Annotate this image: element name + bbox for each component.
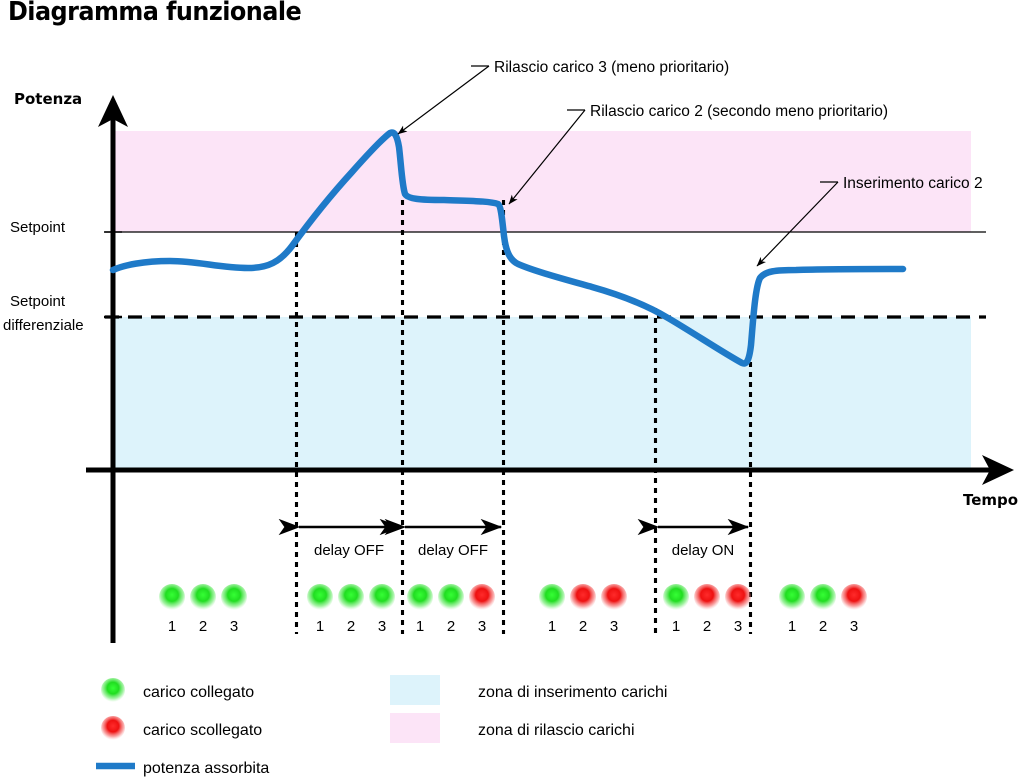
annotation-leader-1 <box>397 65 490 135</box>
load-number: 3 <box>850 618 858 635</box>
setpoint-label: Setpoint <box>10 219 66 236</box>
load-dot-on <box>438 584 464 610</box>
legend-label-carico-scollegato: carico scollegato <box>143 722 262 739</box>
load-dot-on <box>159 584 185 610</box>
load-dot-on <box>539 584 565 610</box>
x-axis-label: Tempo <box>963 491 1018 509</box>
load-group-4: 1 2 3 <box>539 584 627 635</box>
load-number: 3 <box>230 618 238 635</box>
load-dot-off <box>694 584 720 610</box>
load-group-5: 1 2 3 <box>663 584 751 635</box>
annotation-leader-2 <box>508 109 586 205</box>
delay-label-3: delay ON <box>672 542 735 559</box>
legend-label-potenza-assorbita: potenza assorbita <box>143 760 269 777</box>
load-dot-on <box>810 584 836 610</box>
y-axis-label: Potenza <box>14 90 82 108</box>
power-curve <box>109 129 907 367</box>
load-dot-off <box>601 584 627 610</box>
page-title: Diagramma funzionale <box>8 0 302 27</box>
load-dot-on <box>190 584 216 610</box>
load-dot-off <box>469 584 495 610</box>
load-number: 3 <box>734 618 742 635</box>
load-number: 3 <box>478 618 486 635</box>
load-number: 2 <box>199 618 207 635</box>
legend-marker-red-dot <box>101 716 125 740</box>
delay-label-2: delay OFF <box>418 542 488 559</box>
x-axis-arrowhead <box>982 455 1014 485</box>
legend-marker-blue-swatch <box>390 675 440 705</box>
delay-label-1: delay OFF <box>314 542 384 559</box>
load-number: 2 <box>819 618 827 635</box>
load-dot-on <box>407 584 433 610</box>
load-number: 1 <box>416 618 424 635</box>
setpoint-differenziale-label-line1: Setpoint <box>10 293 66 310</box>
load-dot-off <box>841 584 867 610</box>
load-dot-on <box>663 584 689 610</box>
annotation-leader-3 <box>756 181 839 267</box>
load-group-1: 1 2 3 <box>159 584 247 635</box>
legend-label-zona-rilascio: zona di rilascio carichi <box>478 722 635 739</box>
zone-inserimento-carichi <box>113 317 971 470</box>
legend-label-zona-inserimento: zona di inserimento carichi <box>478 684 667 701</box>
load-number: 2 <box>703 618 711 635</box>
load-number: 3 <box>378 618 386 635</box>
legend-label-carico-collegato: carico collegato <box>143 684 254 701</box>
load-dot-on <box>779 584 805 610</box>
load-number: 1 <box>672 618 680 635</box>
load-dot-on <box>369 584 395 610</box>
load-number: 1 <box>548 618 556 635</box>
load-group-3: 1 2 3 <box>407 584 495 635</box>
load-group-6: 1 2 3 <box>779 584 867 635</box>
load-dot-on <box>338 584 364 610</box>
setpoint-differenziale-label-line2: differenziale <box>3 317 84 334</box>
load-number: 2 <box>579 618 587 635</box>
load-group-2: 1 2 3 <box>307 584 395 635</box>
load-number: 1 <box>168 618 176 635</box>
load-number: 3 <box>610 618 618 635</box>
annotation-label-rilascio-3: Rilascio carico 3 (meno prioritario) <box>494 59 729 76</box>
load-dot-off <box>725 584 751 610</box>
y-axis-arrowhead <box>98 95 128 127</box>
load-number: 1 <box>316 618 324 635</box>
legend-marker-green-dot <box>101 678 125 702</box>
annotation-label-rilascio-2: Rilascio carico 2 (secondo meno priorita… <box>590 103 888 120</box>
load-dot-off <box>570 584 596 610</box>
load-number: 2 <box>347 618 355 635</box>
load-dot-on <box>307 584 333 610</box>
legend-marker-pink-swatch <box>390 713 440 743</box>
load-number: 2 <box>447 618 455 635</box>
annotation-label-inserimento-2: Inserimento carico 2 <box>843 175 983 192</box>
load-number: 1 <box>788 618 796 635</box>
load-dot-on <box>221 584 247 610</box>
